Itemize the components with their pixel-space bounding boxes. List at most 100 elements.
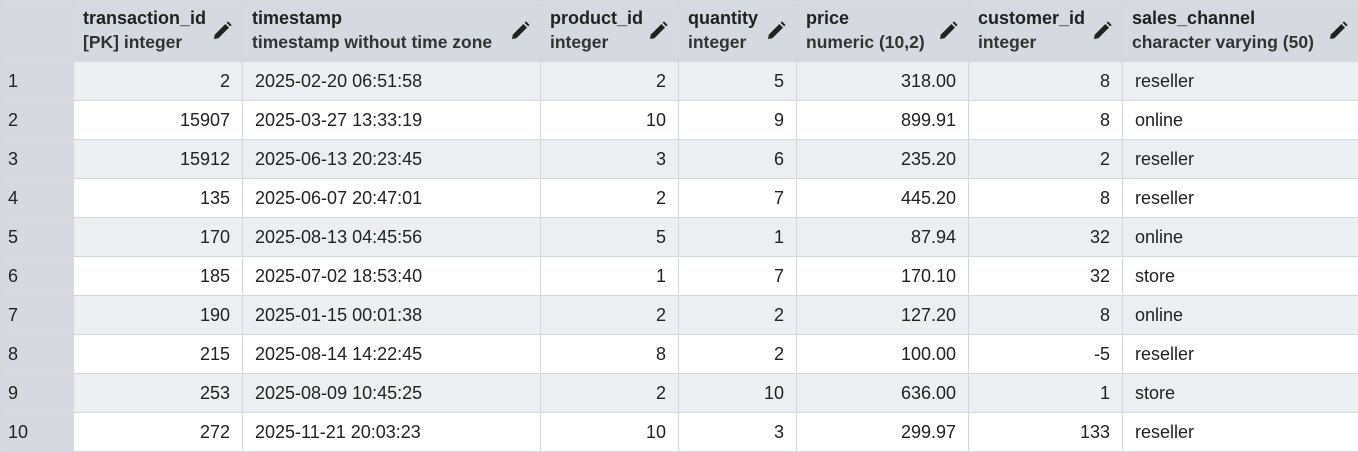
cell-timestamp[interactable]: 2025-06-13 20:23:45 xyxy=(243,140,541,179)
cell-price[interactable]: 445.20 xyxy=(797,179,969,218)
cell-transaction-id[interactable]: 272 xyxy=(74,413,243,452)
cell-customer-id[interactable]: 32 xyxy=(969,218,1123,257)
cell-price[interactable]: 899.91 xyxy=(797,101,969,140)
cell-customer-id[interactable]: 8 xyxy=(969,62,1123,101)
cell-customer-id[interactable]: 8 xyxy=(969,179,1123,218)
cell-customer-id[interactable]: 1 xyxy=(969,374,1123,413)
cell-price[interactable]: 636.00 xyxy=(797,374,969,413)
cell-timestamp[interactable]: 2025-06-07 20:47:01 xyxy=(243,179,541,218)
cell-transaction-id[interactable]: 135 xyxy=(74,179,243,218)
cell-quantity[interactable]: 3 xyxy=(679,413,797,452)
cell-product-id[interactable]: 2 xyxy=(541,179,679,218)
select-all-corner[interactable] xyxy=(1,1,74,62)
cell-transaction-id[interactable]: 15912 xyxy=(74,140,243,179)
cell-customer-id[interactable]: 133 xyxy=(969,413,1123,452)
cell-sales-channel[interactable]: reseller xyxy=(1123,413,1358,452)
cell-transaction-id[interactable]: 15907 xyxy=(74,101,243,140)
row-number[interactable]: 3 xyxy=(1,140,74,179)
cell-product-id[interactable]: 8 xyxy=(541,335,679,374)
cell-sales-channel[interactable]: store xyxy=(1123,374,1358,413)
cell-product-id[interactable]: 5 xyxy=(541,218,679,257)
cell-timestamp[interactable]: 2025-07-02 18:53:40 xyxy=(243,257,541,296)
cell-product-id[interactable]: 10 xyxy=(541,101,679,140)
cell-price[interactable]: 299.97 xyxy=(797,413,969,452)
cell-timestamp[interactable]: 2025-08-13 04:45:56 xyxy=(243,218,541,257)
cell-product-id[interactable]: 1 xyxy=(541,257,679,296)
cell-price[interactable]: 100.00 xyxy=(797,335,969,374)
cell-product-id[interactable]: 2 xyxy=(541,374,679,413)
cell-sales-channel[interactable]: reseller xyxy=(1123,335,1358,374)
cell-transaction-id[interactable]: 215 xyxy=(74,335,243,374)
cell-sales-channel[interactable]: online xyxy=(1123,296,1358,335)
cell-product-id[interactable]: 2 xyxy=(541,62,679,101)
cell-quantity[interactable]: 1 xyxy=(679,218,797,257)
row-number[interactable]: 7 xyxy=(1,296,74,335)
cell-timestamp[interactable]: 2025-01-15 00:01:38 xyxy=(243,296,541,335)
cell-quantity[interactable]: 5 xyxy=(679,62,797,101)
cell-transaction-id[interactable]: 190 xyxy=(74,296,243,335)
cell-timestamp[interactable]: 2025-02-20 06:51:58 xyxy=(243,62,541,101)
cell-customer-id[interactable]: 32 xyxy=(969,257,1123,296)
row-number[interactable]: 2 xyxy=(1,101,74,140)
pencil-icon[interactable] xyxy=(766,21,786,41)
pencil-icon[interactable] xyxy=(648,21,668,41)
cell-sales-channel[interactable]: online xyxy=(1123,101,1358,140)
cell-quantity[interactable]: 9 xyxy=(679,101,797,140)
cell-price[interactable]: 127.20 xyxy=(797,296,969,335)
cell-timestamp[interactable]: 2025-03-27 13:33:19 xyxy=(243,101,541,140)
cell-price[interactable]: 235.20 xyxy=(797,140,969,179)
cell-sales-channel[interactable]: store xyxy=(1123,257,1358,296)
cell-quantity[interactable]: 7 xyxy=(679,179,797,218)
cell-quantity[interactable]: 6 xyxy=(679,140,797,179)
cell-price[interactable]: 318.00 xyxy=(797,62,969,101)
row-number[interactable]: 1 xyxy=(1,62,74,101)
column-header-transaction-id[interactable]: transaction_id[PK] integer xyxy=(74,1,243,62)
cell-sales-channel[interactable]: online xyxy=(1123,218,1358,257)
row-number[interactable]: 9 xyxy=(1,374,74,413)
pencil-icon[interactable] xyxy=(212,21,232,41)
row-number[interactable]: 10 xyxy=(1,413,74,452)
cell-sales-channel[interactable]: reseller xyxy=(1123,62,1358,101)
cell-transaction-id[interactable]: 185 xyxy=(74,257,243,296)
cell-product-id[interactable]: 10 xyxy=(541,413,679,452)
cell-sales-channel[interactable]: reseller xyxy=(1123,179,1358,218)
pencil-icon[interactable] xyxy=(1092,21,1112,41)
cell-product-id[interactable]: 2 xyxy=(541,296,679,335)
cell-price[interactable]: 87.94 xyxy=(797,218,969,257)
cell-sales-channel[interactable]: reseller xyxy=(1123,140,1358,179)
pencil-icon[interactable] xyxy=(510,21,530,41)
cell-product-id[interactable]: 3 xyxy=(541,140,679,179)
cell-quantity[interactable]: 7 xyxy=(679,257,797,296)
pencil-icon[interactable] xyxy=(938,21,958,41)
row-number[interactable]: 8 xyxy=(1,335,74,374)
cell-quantity[interactable]: 2 xyxy=(679,296,797,335)
cell-quantity[interactable]: 10 xyxy=(679,374,797,413)
cell-price[interactable]: 170.10 xyxy=(797,257,969,296)
cell-transaction-id[interactable]: 253 xyxy=(74,374,243,413)
row-number[interactable]: 6 xyxy=(1,257,74,296)
row-number[interactable]: 4 xyxy=(1,179,74,218)
cell-transaction-id[interactable]: 170 xyxy=(74,218,243,257)
cell-timestamp[interactable]: 2025-08-09 10:45:25 xyxy=(243,374,541,413)
cell-customer-id[interactable]: 2 xyxy=(969,140,1123,179)
cell-transaction-id[interactable]: 2 xyxy=(74,62,243,101)
cell-customer-id[interactable]: 8 xyxy=(969,101,1123,140)
cell-timestamp[interactable]: 2025-11-21 20:03:23 xyxy=(243,413,541,452)
cell-customer-id[interactable]: 8 xyxy=(969,296,1123,335)
pencil-icon[interactable] xyxy=(1328,21,1348,41)
